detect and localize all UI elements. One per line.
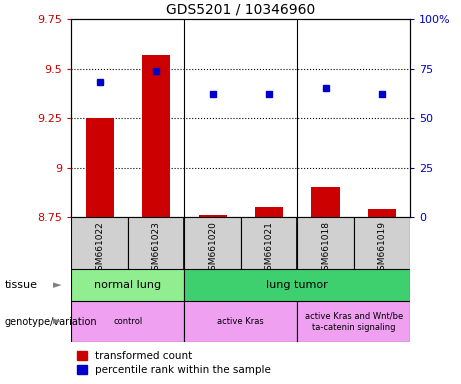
Bar	[184, 217, 241, 269]
Bar	[71, 217, 128, 269]
Bar	[128, 217, 184, 269]
Bar	[184, 301, 297, 342]
Legend: transformed count, percentile rank within the sample: transformed count, percentile rank withi…	[77, 351, 271, 375]
Text: active Kras: active Kras	[218, 317, 264, 326]
Bar	[297, 301, 410, 342]
Bar	[368, 209, 396, 217]
Bar	[241, 217, 297, 269]
Title: GDS5201 / 10346960: GDS5201 / 10346960	[166, 3, 315, 17]
Text: GSM661023: GSM661023	[152, 221, 161, 276]
Text: lung tumor: lung tumor	[266, 280, 328, 290]
Text: GSM661019: GSM661019	[378, 221, 387, 276]
Bar	[142, 55, 170, 217]
Text: GSM661020: GSM661020	[208, 221, 217, 276]
Bar	[312, 187, 340, 217]
Bar	[184, 269, 410, 301]
Bar	[71, 301, 184, 342]
Bar	[199, 215, 227, 217]
Bar	[71, 269, 184, 301]
Bar	[255, 207, 283, 217]
Text: genotype/variation: genotype/variation	[5, 316, 97, 327]
Bar	[86, 118, 114, 217]
Bar	[354, 217, 410, 269]
Text: GSM661018: GSM661018	[321, 221, 330, 276]
Text: GSM661022: GSM661022	[95, 221, 104, 276]
Text: GSM661021: GSM661021	[265, 221, 274, 276]
Bar	[297, 217, 354, 269]
Text: ►: ►	[53, 280, 62, 290]
Text: control: control	[113, 317, 142, 326]
Text: ►: ►	[53, 316, 62, 327]
Text: tissue: tissue	[5, 280, 38, 290]
Text: normal lung: normal lung	[95, 280, 161, 290]
Text: active Kras and Wnt/be
ta-catenin signaling: active Kras and Wnt/be ta-catenin signal…	[305, 311, 403, 332]
